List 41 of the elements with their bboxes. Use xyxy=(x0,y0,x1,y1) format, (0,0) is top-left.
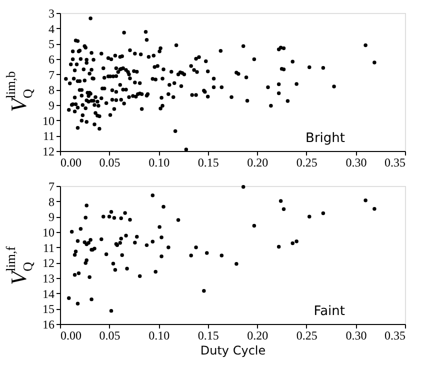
x-tick-label: 0.30 xyxy=(346,328,367,342)
annotation: Faint xyxy=(314,304,345,319)
y-tick-label: 4 xyxy=(48,22,54,36)
x-tick-label: 0.20 xyxy=(247,156,268,170)
x-tick-label: 0.20 xyxy=(247,328,268,342)
x-tick-label: 0.30 xyxy=(346,156,367,170)
x-tick-label: 0.15 xyxy=(198,156,219,170)
y-tick-label: 10 xyxy=(42,114,54,128)
x-tick-label: 0.35 xyxy=(384,156,406,170)
annotation: Bright xyxy=(306,131,345,146)
y-tick-label: 14 xyxy=(42,286,54,301)
x-axis-title: Duty Cycle xyxy=(200,344,266,358)
y-tick-label: 12 xyxy=(42,144,54,158)
y-tick-label: 15 xyxy=(42,302,54,316)
y-tick-label: 5 xyxy=(48,37,54,52)
y-tick-label: 8 xyxy=(48,194,54,209)
x-tick-label: 0.00 xyxy=(60,156,82,170)
x-tick-label: 0.10 xyxy=(148,328,170,342)
y-tick-label: 13 xyxy=(42,272,54,286)
y-tick-label: 3 xyxy=(48,6,54,20)
x-tick-label: 0.00 xyxy=(60,328,82,342)
y-tick-label: 7 xyxy=(48,180,54,194)
y-tick-label: 6 xyxy=(48,52,54,66)
y-tick-label: 12 xyxy=(42,256,54,270)
y-tick-label: 9 xyxy=(48,98,54,112)
x-tick-label: 0.15 xyxy=(198,328,219,342)
x-tick-label: 0.25 xyxy=(296,328,318,342)
x-tick-label: 0.10 xyxy=(148,156,170,170)
y-axis-title: VQlim,f xyxy=(3,246,35,285)
y-tick-label: 16 xyxy=(42,318,54,332)
y-tick-label: 10 xyxy=(42,226,54,240)
y-tick-label: 7 xyxy=(48,68,54,82)
y-tick-label: 11 xyxy=(42,129,54,144)
x-tick-label: 0.35 xyxy=(384,328,406,342)
y-tick-label: 11 xyxy=(42,240,54,255)
x-tick-label: 0.05 xyxy=(99,156,120,170)
y-tick-label: 9 xyxy=(48,210,54,224)
y-axis-title: VQlim,b xyxy=(3,71,35,112)
x-tick-label: 0.25 xyxy=(296,156,318,170)
x-tick-label: 0.05 xyxy=(99,328,120,342)
y-tick-label: 8 xyxy=(48,83,54,98)
